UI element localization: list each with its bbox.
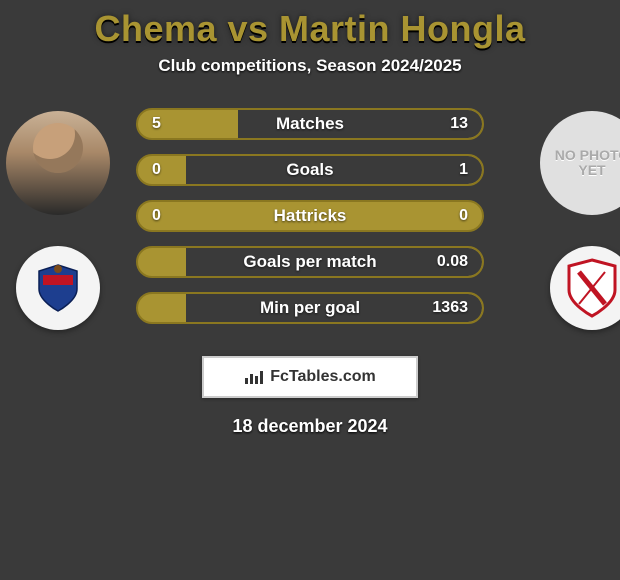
content-area: NO PHOTO YET 5 Matches 13 0 Goals 1 0 Hattricks…: [0, 96, 620, 356]
stat-bar: 0 Goals 1: [136, 154, 484, 186]
bar-label: Min per goal: [260, 298, 360, 318]
bar-value-right: 0.08: [437, 253, 468, 271]
shield-icon: [565, 258, 619, 318]
source-badge[interactable]: FcTables.com: [202, 356, 418, 398]
bar-value-right: 1: [459, 161, 468, 179]
bar-value-right: 0: [459, 207, 468, 225]
stat-bars: 5 Matches 13 0 Goals 1 0 Hattricks 0 Goals per ma…: [136, 108, 484, 338]
subtitle: Club competitions, Season 2024/2025: [0, 56, 620, 76]
chart-icon: [244, 369, 264, 385]
no-photo-label: NO PHOTO YET: [540, 148, 620, 179]
bar-label: Matches: [276, 114, 344, 134]
bar-label: Hattricks: [274, 206, 347, 226]
avatar-placeholder: [33, 123, 83, 173]
club-left-badge: [16, 246, 100, 330]
bar-value-left: 0: [152, 207, 161, 225]
bar-value-right: 1363: [432, 299, 468, 317]
date-label: 18 december 2024: [0, 416, 620, 437]
bar-label: Goals: [286, 160, 333, 180]
source-label: FcTables.com: [270, 368, 376, 386]
bar-fill: [238, 110, 482, 138]
player-right-photo: NO PHOTO YET: [540, 111, 620, 215]
bar-value-left: 0: [152, 161, 161, 179]
bar-fill: [186, 156, 482, 184]
player-left-photo: [6, 111, 110, 215]
comparison-card: Chema vs Martin Hongla Club competitions…: [0, 0, 620, 437]
stat-bar: 5 Matches 13: [136, 108, 484, 140]
stat-bar: Goals per match 0.08: [136, 246, 484, 278]
bar-value-left: 5: [152, 115, 161, 133]
bar-label: Goals per match: [243, 252, 376, 272]
shield-icon: [31, 261, 85, 315]
stat-bar: Min per goal 1363: [136, 292, 484, 324]
bar-value-right: 13: [450, 115, 468, 133]
stat-bar: 0 Hattricks 0: [136, 200, 484, 232]
club-right-badge: [550, 246, 620, 330]
page-title: Chema vs Martin Hongla: [0, 8, 620, 50]
